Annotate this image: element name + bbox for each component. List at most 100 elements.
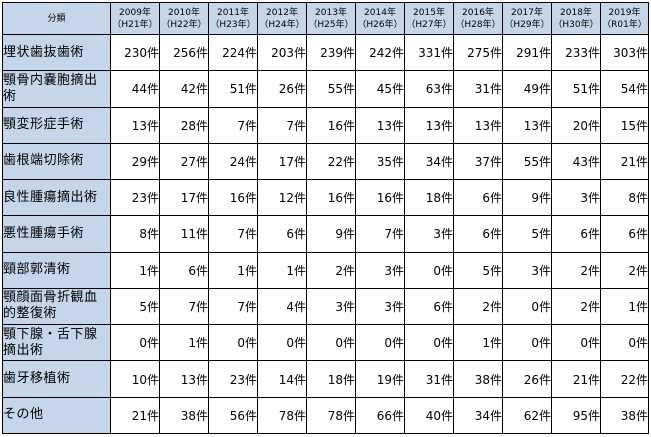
count-cell: 9件 bbox=[502, 179, 552, 217]
count-cell: 203件 bbox=[257, 33, 307, 72]
table-row: 顎変形症手術 13件 28件 7件 7件 16件 13件 13件 13件 13件 20件 15件 bbox=[2, 106, 649, 144]
count-cell: 7件 bbox=[208, 287, 258, 326]
table-body: 埋状歯抜歯術 230件 256件 224件 203件 239件 242件 331件 275件 29… bbox=[2, 33, 649, 435]
count-cell: 14件 bbox=[257, 360, 307, 398]
count-cell: 22件 bbox=[600, 360, 649, 398]
count-cell: 26件 bbox=[502, 360, 552, 398]
table-row: 歯根端切除術 29件 27件 24件 17件 22件 35件 34件 37件 55件 43件 21件 bbox=[2, 142, 649, 181]
count-cell: 13件 bbox=[404, 106, 454, 144]
category-label: 顎下腺・舌下腺摘出術 bbox=[3, 326, 98, 358]
table-row: 歯牙移植術 10件 13件 23件 14件 18件 19件 31件 38件 26件 21件 22件 bbox=[2, 360, 649, 398]
count-cell: 1件 bbox=[257, 251, 307, 289]
count-cell: 7件 bbox=[208, 106, 258, 144]
count-cell: 31件 bbox=[404, 360, 454, 398]
year-header: 2009年 （H21年） bbox=[110, 2, 160, 35]
category-cell: 埋状歯抜歯術 bbox=[2, 33, 111, 72]
category-cell: 顎骨内嚢胞摘出術 bbox=[2, 70, 111, 108]
count-cell: 55件 bbox=[306, 70, 356, 108]
count-cell: 26件 bbox=[257, 70, 307, 108]
count-cell: 0件 bbox=[502, 324, 552, 362]
count-cell: 3件 bbox=[404, 215, 454, 253]
count-cell: 43件 bbox=[551, 142, 601, 181]
table-row: 顎下腺・舌下腺摘出術 0件 1件 0件 0件 0件 0件 0件 1件 0件 0件 0件 bbox=[2, 324, 649, 362]
count-cell: 21件 bbox=[110, 396, 160, 435]
table-row: 頸部郭清術 1件 6件 1件 1件 2件 3件 0件 5件 3件 2件 2件 bbox=[2, 251, 649, 289]
count-cell: 0件 bbox=[404, 251, 454, 289]
category-label: 悪性腫瘍手術 bbox=[3, 225, 85, 241]
count-cell: 224件 bbox=[208, 33, 258, 72]
count-cell: 0件 bbox=[110, 324, 160, 362]
year-header: 2012年 （H24年） bbox=[257, 2, 307, 35]
count-cell: 37件 bbox=[453, 142, 503, 181]
category-cell: 顎顔面骨折観血的整復術 bbox=[2, 287, 111, 326]
year-label: 2019年 bbox=[608, 7, 641, 18]
count-cell: 291件 bbox=[502, 33, 552, 72]
count-cell: 8件 bbox=[110, 215, 160, 253]
table-row: 良性腫瘍摘出術 23件 17件 16件 12件 16件 16件 18件 6件 9件 3件 8件 bbox=[2, 179, 649, 217]
category-cell: 良性腫瘍摘出術 bbox=[2, 179, 111, 217]
count-cell: 34件 bbox=[404, 142, 454, 181]
count-cell: 331件 bbox=[404, 33, 454, 72]
count-cell: 230件 bbox=[110, 33, 160, 72]
count-cell: 3件 bbox=[551, 179, 601, 217]
era-label: （R01年） bbox=[602, 19, 647, 30]
count-cell: 31件 bbox=[453, 70, 503, 108]
count-cell: 7件 bbox=[208, 215, 258, 253]
era-label: （H24年） bbox=[259, 19, 305, 30]
count-cell: 11件 bbox=[159, 215, 209, 253]
category-cell: 歯牙移植術 bbox=[2, 360, 111, 398]
count-cell: 256件 bbox=[159, 33, 209, 72]
category-cell: 歯根端切除術 bbox=[2, 142, 111, 181]
year-header: 2018年 （H30年） bbox=[551, 2, 601, 35]
count-cell: 6件 bbox=[453, 179, 503, 217]
count-cell: 13件 bbox=[110, 106, 160, 144]
count-cell: 38件 bbox=[159, 396, 209, 435]
table-row: 埋状歯抜歯術 230件 256件 224件 203件 239件 242件 331件 275件 29… bbox=[2, 33, 649, 72]
count-cell: 54件 bbox=[600, 70, 649, 108]
count-cell: 9件 bbox=[306, 215, 356, 253]
count-cell: 303件 bbox=[600, 33, 649, 72]
count-cell: 27件 bbox=[159, 142, 209, 181]
year-label: 2014年 bbox=[364, 7, 396, 18]
count-cell: 0件 bbox=[208, 324, 258, 362]
count-cell: 0件 bbox=[355, 324, 405, 362]
count-cell: 45件 bbox=[355, 70, 405, 108]
count-cell: 62件 bbox=[502, 396, 552, 435]
count-cell: 66件 bbox=[355, 396, 405, 435]
year-label: 2015年 bbox=[413, 7, 445, 18]
category-label: 頸部郭清術 bbox=[3, 262, 71, 278]
year-label: 2012年 bbox=[266, 7, 298, 18]
year-label: 2013年 bbox=[315, 7, 347, 18]
count-cell: 6件 bbox=[159, 251, 209, 289]
count-cell: 13件 bbox=[159, 360, 209, 398]
era-label: （H25年） bbox=[308, 19, 354, 30]
count-cell: 51件 bbox=[208, 70, 258, 108]
count-cell: 24件 bbox=[208, 142, 258, 181]
count-cell: 63件 bbox=[404, 70, 454, 108]
count-cell: 6件 bbox=[600, 215, 649, 253]
year-label: 2009年 bbox=[119, 7, 151, 18]
count-cell: 4件 bbox=[257, 287, 307, 326]
category-cell: 顎変形症手術 bbox=[2, 106, 111, 144]
count-cell: 22件 bbox=[306, 142, 356, 181]
count-cell: 21件 bbox=[551, 360, 601, 398]
count-cell: 275件 bbox=[453, 33, 503, 72]
count-cell: 1件 bbox=[208, 251, 258, 289]
table-row: その他 21件 38件 56件 78件 78件 66件 40件 34件 62件 95件 38件 bbox=[2, 396, 649, 435]
category-label: 良性腫瘍摘出術 bbox=[3, 189, 98, 205]
count-cell: 34件 bbox=[453, 396, 503, 435]
count-cell: 10件 bbox=[110, 360, 160, 398]
table-row: 悪性腫瘍手術 8件 11件 7件 6件 9件 7件 3件 6件 5件 6件 6件 bbox=[2, 215, 649, 253]
era-label: （H29年） bbox=[504, 19, 550, 30]
count-cell: 13件 bbox=[355, 106, 405, 144]
count-cell: 2件 bbox=[551, 287, 601, 326]
count-cell: 56件 bbox=[208, 396, 258, 435]
count-cell: 7件 bbox=[257, 106, 307, 144]
count-cell: 6件 bbox=[404, 287, 454, 326]
count-cell: 1件 bbox=[159, 324, 209, 362]
era-label: （H27年） bbox=[406, 19, 452, 30]
category-label: 歯牙移植術 bbox=[3, 371, 71, 387]
count-cell: 16件 bbox=[306, 106, 356, 144]
count-cell: 2件 bbox=[551, 251, 601, 289]
header-row: 分類 2009年 （H21年） 2010年 （H22年） 2011年 （H23年） 2012… bbox=[2, 2, 649, 35]
